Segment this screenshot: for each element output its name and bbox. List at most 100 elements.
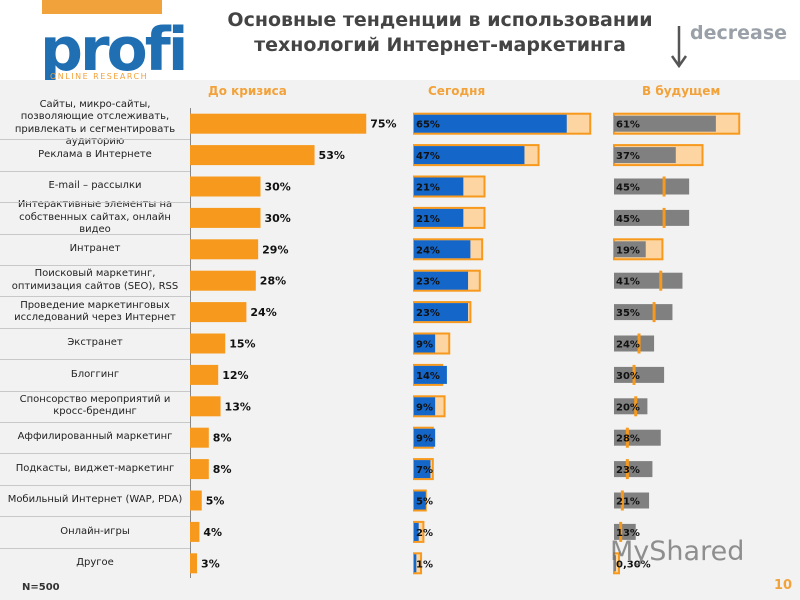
row-separator	[0, 547, 190, 549]
category-label: Мобильный Интернет (WAP, PDA)	[7, 494, 183, 506]
data-label-before-crisis: 30%	[265, 181, 291, 194]
data-label-before-crisis: 15%	[229, 338, 255, 351]
data-label-today: 65%	[416, 120, 440, 131]
bar-future-reference-mark	[652, 302, 656, 323]
chart-panel	[0, 80, 800, 600]
bar-future-reference-mark	[637, 333, 641, 354]
row-separator	[0, 359, 190, 361]
data-label-before-crisis: 8%	[213, 463, 232, 476]
bar-today	[414, 554, 417, 573]
bar-future	[614, 272, 683, 289]
column-header-future: В будущем	[642, 84, 721, 98]
column-header-today: Сегодня	[428, 84, 486, 98]
category-label: Онлайн-игры	[60, 525, 130, 537]
bar-today	[414, 365, 447, 384]
row-separator	[0, 202, 190, 204]
bar-before-crisis	[190, 427, 209, 448]
decrease-label: decrease	[690, 22, 788, 44]
bar-future	[614, 241, 646, 258]
logo-subtitle: ONLINE RESEARCH	[50, 72, 149, 81]
page-number: 10	[774, 578, 793, 593]
row-separator	[0, 233, 190, 235]
bar-future-reference-mark	[632, 364, 636, 385]
bar-future-reference-mark	[625, 459, 629, 480]
data-label-before-crisis: 12%	[222, 369, 248, 382]
data-label-today: 47%	[416, 151, 440, 162]
sample-size: N=500	[22, 582, 60, 593]
data-label-today: 9%	[416, 434, 433, 445]
category-label: Интерактивные элементы на собственных са…	[17, 199, 173, 236]
data-label-today: 23%	[416, 308, 440, 319]
row-separator	[0, 327, 190, 329]
row-separator	[0, 516, 190, 518]
bar-future-reference-mark	[625, 427, 629, 448]
title-line-1: Основные тенденции в использовании	[227, 9, 653, 31]
bar-before-crisis	[190, 396, 221, 417]
bar-before-crisis	[190, 270, 256, 291]
bar-before-crisis	[190, 459, 209, 480]
category-label: Экстранет	[67, 337, 123, 349]
category-label: Реклама в Интернете	[38, 148, 152, 160]
bar-before-crisis	[190, 302, 247, 323]
row-separator	[0, 390, 190, 392]
category-label: Аффилированный маркетинг	[17, 431, 173, 443]
bar-future	[614, 461, 653, 478]
bar-future	[614, 147, 676, 164]
data-label-today: 2%	[416, 528, 433, 539]
data-label-today: 5%	[416, 497, 433, 508]
row-separator	[0, 484, 190, 486]
data-label-future: 37%	[616, 151, 640, 162]
bar-today	[414, 334, 436, 353]
bar-future-reference-mark	[620, 490, 624, 511]
bar-today	[414, 240, 471, 259]
bar-today	[414, 271, 469, 290]
bar-future	[614, 178, 690, 195]
watermark: MyShared	[610, 536, 745, 567]
category-label: Подкасты, виджет-маркетинг	[15, 462, 175, 474]
data-label-future: 13%	[616, 528, 640, 539]
data-label-future: 35%	[616, 308, 640, 319]
bar-future	[614, 398, 648, 415]
data-label-before-crisis: 8%	[213, 432, 232, 445]
bar-today	[414, 177, 464, 196]
bar-today	[414, 397, 436, 416]
data-label-before-crisis: 28%	[260, 275, 286, 288]
bar-before-crisis	[190, 239, 259, 260]
page-title: Основные тенденции в использовании техно…	[180, 8, 700, 58]
logo-accent-bar	[42, 0, 162, 14]
data-label-future: 41%	[616, 277, 640, 288]
data-label-today: 21%	[416, 183, 440, 194]
bar-before-crisis	[190, 553, 198, 574]
bar-future-reference-mark	[634, 396, 638, 417]
data-label-today: 21%	[416, 214, 440, 225]
data-label-future: 61%	[616, 120, 640, 131]
data-label-future: 0,30%	[616, 559, 651, 570]
down-arrow-icon	[670, 26, 688, 68]
category-label: E-mail – рассылки	[48, 180, 142, 192]
bar-future	[614, 335, 655, 352]
row-separator	[0, 170, 190, 172]
title-line-2: технологий Интернет-маркетинга	[254, 34, 626, 56]
data-label-future: 28%	[616, 434, 640, 445]
bar-today	[414, 491, 426, 510]
data-label-before-crisis: 13%	[225, 400, 251, 413]
bar-before-crisis	[190, 145, 315, 166]
category-label: Блоггинг	[70, 368, 120, 380]
bar-future-reference-mark	[662, 176, 666, 197]
category-label: Спонсорство мероприятий и кросс-брендинг	[19, 393, 171, 418]
bar-future	[614, 366, 665, 383]
data-label-today: 1%	[416, 559, 433, 570]
data-label-today: 9%	[416, 340, 433, 351]
bar-before-crisis	[190, 490, 202, 511]
bar-future	[614, 429, 661, 446]
data-label-future: 24%	[616, 340, 640, 351]
bar-today	[414, 460, 431, 479]
bar-future	[614, 115, 716, 132]
row-separator	[0, 296, 190, 298]
bar-future	[614, 209, 690, 226]
data-label-future: 20%	[616, 402, 640, 413]
data-label-today: 9%	[416, 402, 433, 413]
category-label: Другое	[76, 557, 114, 569]
data-label-before-crisis: 24%	[250, 306, 276, 319]
